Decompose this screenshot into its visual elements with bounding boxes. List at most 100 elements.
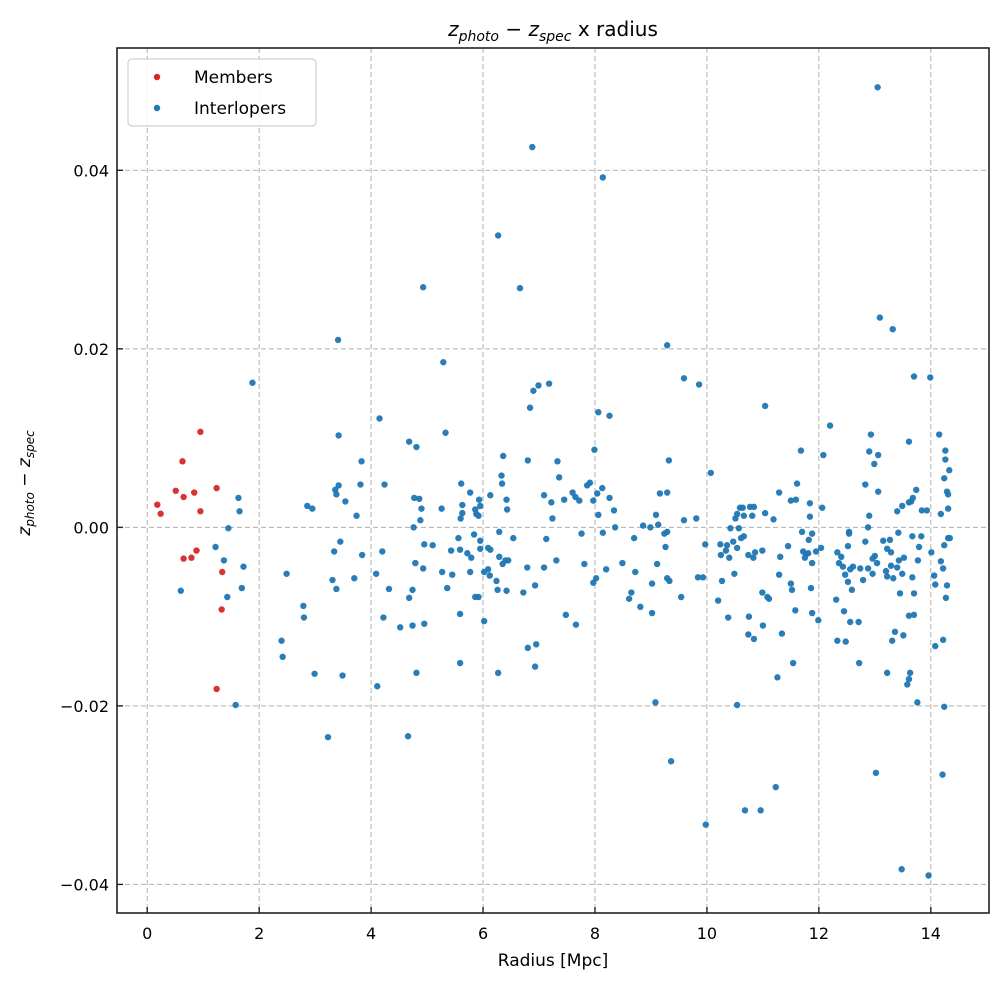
data-point-interlopers xyxy=(928,549,935,556)
data-point-interlopers xyxy=(890,575,897,582)
x-tick-label: 12 xyxy=(809,924,829,943)
data-point-interlopers xyxy=(421,620,428,627)
data-point-interlopers xyxy=(438,505,445,512)
data-point-interlopers xyxy=(910,590,918,597)
data-point-interlopers xyxy=(530,387,537,394)
data-point-interlopers xyxy=(466,568,474,576)
data-point-interlopers xyxy=(864,565,872,572)
data-point-interlopers xyxy=(496,553,503,561)
data-point-interlopers xyxy=(238,584,246,592)
data-point-interlopers xyxy=(610,507,618,514)
data-point-interlopers xyxy=(939,636,947,644)
data-point-interlopers xyxy=(789,659,797,667)
data-point-interlopers xyxy=(224,593,231,601)
data-point-interlopers xyxy=(535,382,542,389)
data-point-interlopers xyxy=(872,769,880,777)
data-point-interlopers xyxy=(279,653,286,661)
data-point-interlopers xyxy=(591,446,598,453)
data-point-interlopers xyxy=(943,582,951,589)
grid-lines xyxy=(117,48,989,913)
data-point-interlopers xyxy=(887,562,895,569)
data-point-interlopers xyxy=(599,529,607,536)
data-point-interlopers xyxy=(353,512,360,519)
data-point-interlopers xyxy=(663,342,671,349)
data-point-interlopers xyxy=(842,638,849,645)
data-point-interlopers xyxy=(380,614,387,621)
data-point-interlopers xyxy=(745,551,752,559)
data-point-interlopers xyxy=(819,504,826,511)
data-point-interlopers xyxy=(944,491,952,498)
data-point-interlopers xyxy=(937,510,945,518)
data-point-interlopers xyxy=(942,594,950,602)
data-point-interlopers xyxy=(898,866,905,873)
data-point-interlopers xyxy=(599,174,607,181)
data-point-interlopers xyxy=(376,415,383,422)
data-point-interlopers xyxy=(733,701,741,709)
data-point-interlopers xyxy=(531,663,539,670)
data-point-interlopers xyxy=(665,457,673,464)
y-tick-label: 0.02 xyxy=(73,340,109,359)
data-point-interlopers xyxy=(592,575,600,582)
data-point-interlopers xyxy=(871,552,879,560)
data-point-interlopers xyxy=(520,589,527,596)
data-point-interlopers xyxy=(212,543,219,551)
data-point-interlopers xyxy=(717,541,724,548)
data-point-interlopers xyxy=(817,544,825,552)
data-point-interlopers xyxy=(477,537,484,544)
data-point-interlopers xyxy=(459,501,466,509)
data-point-interlopers xyxy=(745,631,752,638)
data-point-interlopers xyxy=(733,544,741,552)
data-point-interlopers xyxy=(486,572,493,579)
data-point-interlopers xyxy=(855,618,862,626)
data-point-interlopers xyxy=(337,538,344,545)
data-point-interlopers xyxy=(240,563,247,570)
data-point-interlopers xyxy=(628,589,635,596)
data-point-interlopers xyxy=(909,533,916,540)
data-point-interlopers xyxy=(339,672,346,679)
data-point-interlopers xyxy=(494,232,502,239)
data-point-interlopers xyxy=(918,507,926,514)
data-point-interlopers xyxy=(866,512,873,519)
data-point-interlopers xyxy=(808,559,816,567)
data-point-interlopers xyxy=(235,494,242,502)
data-point-interlopers xyxy=(493,577,500,585)
data-point-interlopers xyxy=(249,379,256,386)
data-point-interlopers xyxy=(740,512,748,519)
data-point-interlopers xyxy=(900,554,908,561)
data-point-interlopers xyxy=(805,550,812,557)
data-point-interlopers xyxy=(594,490,601,497)
data-point-interlopers xyxy=(693,515,700,522)
data-point-interlopers xyxy=(694,574,702,581)
data-point-interlopers xyxy=(772,783,779,791)
y-axis-label: zphoto − zspec xyxy=(15,430,37,537)
data-point-interlopers xyxy=(543,535,550,543)
data-point-interlopers xyxy=(464,550,471,557)
data-point-interlopers xyxy=(494,586,501,594)
y-tick-label: 0.00 xyxy=(73,518,109,537)
data-point-interlopers xyxy=(475,496,483,503)
data-point-interlopers xyxy=(416,495,423,502)
data-point-interlopers xyxy=(680,375,688,382)
data-point-interlopers xyxy=(888,637,896,644)
data-point-interlopers xyxy=(815,617,822,624)
data-point-interlopers xyxy=(484,566,492,573)
data-point-interlopers xyxy=(335,432,342,439)
data-point-interlopers xyxy=(866,448,873,455)
data-point-interlopers xyxy=(939,771,946,778)
data-point-interlopers xyxy=(751,549,759,556)
data-point-interlopers xyxy=(820,451,827,459)
data-point-interlopers xyxy=(750,503,758,511)
data-point-interlopers xyxy=(342,498,349,505)
data-point-interlopers xyxy=(637,603,644,611)
data-point-interlopers xyxy=(867,431,875,438)
data-point-interlopers xyxy=(232,701,239,709)
data-point-interlopers xyxy=(880,537,887,544)
data-point-interlopers xyxy=(466,489,474,496)
data-point-interlopers xyxy=(699,574,707,581)
x-tick-label: 8 xyxy=(590,924,600,943)
data-point-interlopers xyxy=(925,872,932,879)
data-point-interlopers xyxy=(874,84,881,91)
data-point-members xyxy=(191,489,198,496)
